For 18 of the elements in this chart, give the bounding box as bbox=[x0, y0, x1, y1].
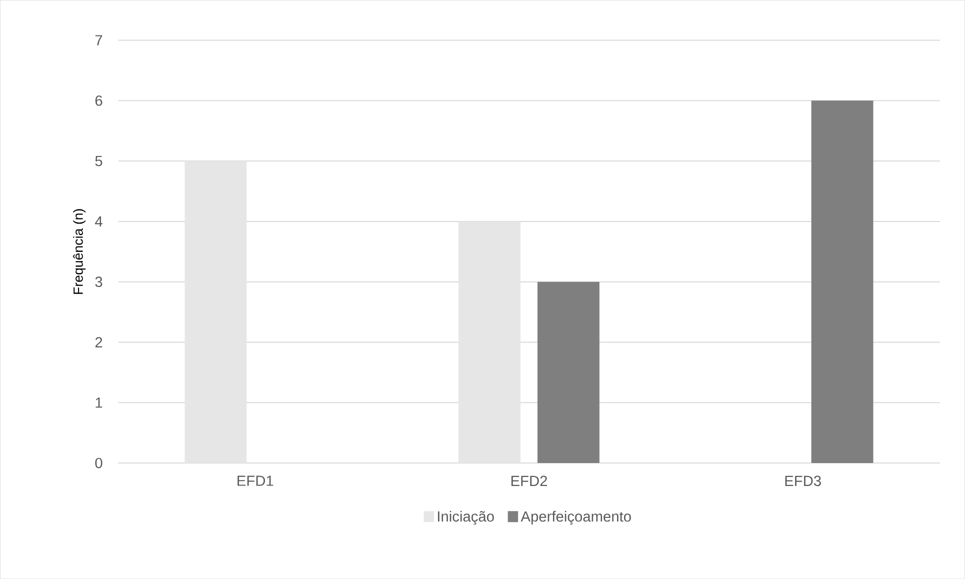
legend-label: Aperfeiçoamento bbox=[520, 510, 631, 525]
bar bbox=[537, 282, 600, 463]
x-tick-label: EFD3 bbox=[785, 476, 821, 486]
y-tick-label: 6 bbox=[95, 95, 102, 106]
y-tick-label: 1 bbox=[96, 397, 102, 408]
x-tick-label: EFD1 bbox=[238, 476, 274, 486]
y-tick-label: 4 bbox=[95, 216, 102, 226]
y-tick-label: 5 bbox=[95, 156, 102, 166]
bar bbox=[184, 160, 247, 463]
legend-label: Iniciação bbox=[438, 510, 494, 525]
y-tick-label: 2 bbox=[95, 337, 102, 348]
bar bbox=[458, 221, 520, 463]
y-tick-label: 7 bbox=[95, 35, 102, 46]
x-tick-label: EFD2 bbox=[511, 476, 547, 486]
y-axis-title: Frequência (n) bbox=[73, 209, 86, 294]
y-tick-label: 0 bbox=[95, 458, 102, 468]
bar bbox=[811, 100, 874, 463]
y-tick-label: 3 bbox=[95, 276, 102, 287]
